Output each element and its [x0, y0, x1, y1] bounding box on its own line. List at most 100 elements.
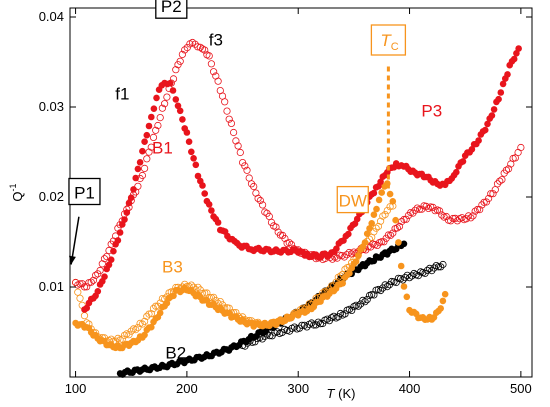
data-point — [376, 217, 385, 225]
data-point — [499, 80, 507, 88]
data-point — [132, 325, 140, 334]
data-point — [110, 247, 117, 255]
data-point — [393, 224, 401, 232]
data-point — [458, 214, 466, 222]
data-point — [381, 211, 389, 219]
data-point — [368, 290, 376, 299]
data-point — [395, 239, 402, 246]
data-point — [410, 269, 418, 278]
axis-ticks: 100 200 300 400 500 0.01 0.02 0.03 0.04 — [39, 8, 532, 396]
data-point — [392, 278, 400, 287]
data-point — [493, 180, 502, 188]
data-point — [435, 207, 444, 215]
data-point — [347, 250, 356, 258]
data-point — [210, 68, 218, 76]
data-point — [363, 230, 371, 237]
data-point — [361, 298, 369, 306]
data-point — [352, 258, 360, 265]
annotation-f3: f3 — [209, 31, 223, 50]
data-point — [327, 314, 336, 322]
data-point — [464, 212, 473, 220]
data-point — [372, 224, 380, 232]
data-point — [338, 252, 346, 260]
data-point — [169, 87, 177, 94]
data-point — [359, 296, 367, 304]
data-point — [138, 171, 146, 180]
annotation-f1: f1 — [115, 85, 129, 104]
data-point — [185, 138, 193, 145]
data-point — [98, 260, 106, 268]
annotations: P1 P2 f3 f1 B1 B3 B2 DW P3 — [68, 0, 442, 363]
data-point — [207, 60, 215, 68]
data-point — [145, 122, 153, 130]
data-point — [386, 190, 394, 198]
data-point — [355, 252, 362, 260]
data-point — [96, 266, 104, 275]
y-tick-label: 0.02 — [39, 189, 64, 204]
data-point — [227, 119, 235, 128]
data-point — [148, 323, 155, 331]
annotation-box-p1 — [68, 177, 101, 206]
data-point — [453, 168, 460, 176]
data-point — [434, 263, 443, 271]
data-point — [484, 194, 493, 203]
data-point — [510, 55, 518, 63]
data-point — [158, 104, 166, 112]
data-point — [183, 43, 191, 52]
data-point — [183, 129, 191, 136]
data-point — [489, 190, 497, 198]
data-point — [373, 205, 380, 213]
data-point — [290, 323, 299, 331]
data-point — [223, 107, 231, 115]
data-point — [250, 182, 258, 191]
data-point — [199, 182, 206, 189]
data-point — [148, 113, 155, 121]
data-point — [241, 162, 249, 170]
data-point — [176, 57, 184, 65]
data-point — [428, 266, 436, 275]
y-axis-label: Q-1 — [8, 183, 25, 201]
data-point — [363, 295, 371, 304]
series-orange_filled — [72, 180, 449, 352]
data-point — [341, 310, 349, 318]
data-point — [439, 297, 447, 305]
data-point — [515, 45, 522, 52]
data-point — [378, 238, 386, 246]
data-point — [130, 186, 137, 193]
data-point — [194, 43, 202, 51]
data-point — [389, 229, 397, 237]
data-point — [388, 277, 396, 286]
data-point — [517, 143, 525, 152]
data-point — [143, 131, 151, 139]
annotation-b3: B3 — [162, 257, 183, 276]
data-point — [166, 79, 174, 87]
data-point — [441, 290, 449, 298]
data-point — [402, 215, 410, 223]
data-point — [481, 126, 489, 134]
data-point — [150, 105, 158, 112]
data-point — [225, 115, 233, 123]
data-point — [105, 261, 113, 269]
data-point — [121, 216, 128, 223]
data-point — [154, 121, 162, 130]
data-point — [156, 114, 164, 122]
data-point — [285, 239, 293, 247]
data-point — [430, 264, 438, 272]
data-point — [174, 102, 182, 110]
annotation-dw: DW — [339, 192, 367, 211]
data-point — [120, 331, 129, 339]
x-tick-label: 100 — [65, 381, 87, 396]
data-point — [488, 112, 496, 119]
y-tick-label: 0.03 — [39, 99, 64, 114]
data-point — [459, 158, 467, 165]
data-point — [118, 335, 126, 343]
data-point — [194, 172, 202, 180]
y-tick-label: 0.01 — [39, 279, 64, 294]
series-black_open — [239, 260, 447, 350]
data-point — [258, 201, 267, 209]
data-point — [201, 289, 209, 297]
data-point — [80, 283, 89, 291]
data-point — [356, 300, 365, 308]
data-point — [138, 320, 146, 328]
